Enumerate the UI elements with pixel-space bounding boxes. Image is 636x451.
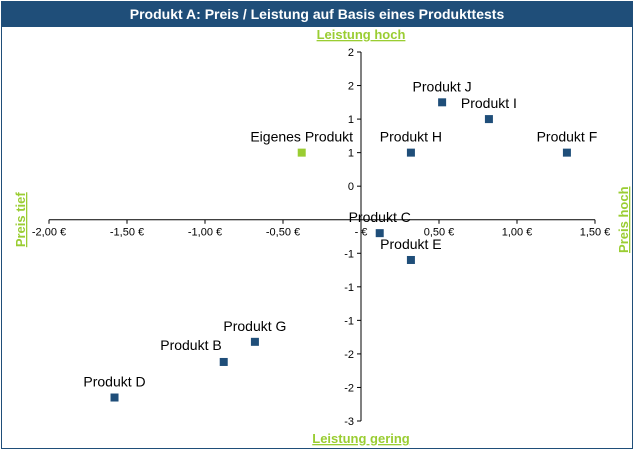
product-marker [406, 148, 415, 157]
quadrant-label-bottom: Leistung gering [312, 431, 410, 446]
chart-title: Produkt A: Preis / Leistung auf Basis ei… [2, 2, 632, 27]
y-tick-label: 0 [348, 181, 354, 193]
product-marker [110, 393, 119, 402]
point-label: Produkt D [83, 374, 145, 390]
product-marker [250, 337, 259, 346]
point-label: Produkt G [223, 318, 286, 334]
y-tick-label: -1 [344, 282, 354, 294]
y-tick-labels: 2 2 1 1 0 -1 -1 -1 -2 -2 -3 [344, 47, 361, 428]
quadrant-label-right: Preis hoch [616, 186, 631, 253]
product-marker [219, 357, 228, 366]
product-marker [375, 229, 384, 238]
quadrant-label-top: Leistung hoch [317, 27, 406, 42]
x-tick-label: -0,50 € [266, 227, 300, 239]
point-label: Eigenes Produkt [250, 129, 353, 145]
point-label: Produkt J [413, 78, 472, 94]
point-label: Produkt B [160, 337, 221, 353]
y-tick-label: -3 [344, 416, 354, 428]
y-tick-label: -2 [344, 382, 354, 394]
y-tick-label: -1 [344, 315, 354, 327]
point-label: Produkt F [537, 129, 598, 145]
quadrant-label-left: Preis tief [13, 192, 28, 248]
y-tick-label: -2 [344, 349, 354, 361]
own-product-marker [297, 148, 306, 157]
x-tick-label: -1,00 € [188, 227, 222, 239]
x-tick-labels: -2,00 € -1,50 € -1,00 € -0,50 € - € 0,50 € 1,0… [32, 219, 611, 239]
y-tick-label: -1 [344, 248, 354, 260]
axes [49, 52, 595, 421]
product-marker [562, 148, 571, 157]
point-label: Produkt H [380, 129, 442, 145]
y-tick-label: 2 [348, 81, 354, 93]
x-tick-label: - € [355, 227, 368, 239]
point-label: Produkt E [380, 236, 441, 252]
product-marker [406, 255, 415, 264]
product-marker [484, 115, 493, 124]
x-tick-label: 1,00 € [502, 227, 533, 239]
y-tick-label: 1 [348, 114, 354, 126]
y-tick-label: 2 [348, 47, 354, 59]
x-tick-label: 0,50 € [424, 227, 455, 239]
x-tick-label: -2,00 € [32, 227, 66, 239]
point-label: Produkt I [461, 95, 517, 111]
product-marker [438, 98, 447, 107]
x-tick-label: 1,50 € [580, 227, 611, 239]
point-label: Produkt C [349, 209, 411, 225]
y-tick-label: 1 [348, 148, 354, 160]
x-tick-label: -1,50 € [110, 227, 144, 239]
